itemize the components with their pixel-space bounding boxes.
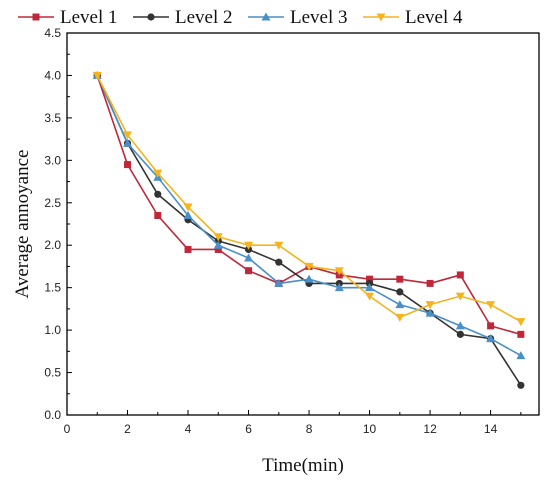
data-point-level-3 [123,138,133,147]
legend-marker-level-1 [32,13,40,21]
data-point-level-4 [153,169,163,178]
data-point-level-4 [365,292,375,301]
legend-label-level-4: Level 4 [405,7,463,28]
y-tick-label: 1.5 [44,281,61,295]
y-tick-label: 3.0 [44,153,61,167]
y-tick-label: 4.0 [44,68,61,82]
y-tick-label: 4.5 [44,26,61,40]
data-point-level-3 [455,321,465,330]
data-point-level-1 [184,245,192,253]
data-point-level-4 [425,301,435,310]
data-point-level-2 [396,288,404,296]
legend-marker-level-4 [376,13,386,22]
y-tick-label: 3.5 [44,111,61,125]
data-point-level-1 [214,245,222,253]
data-point-level-4 [395,313,405,322]
y-tick-label: 2.5 [44,196,61,210]
x-tick-label: 12 [423,422,437,436]
data-point-level-3 [274,278,284,287]
data-point-level-3 [304,274,314,283]
data-point-level-3 [425,308,435,317]
series-level-4 [92,71,526,327]
data-point-level-1 [396,275,404,283]
data-point-level-1 [245,267,253,275]
legend: Level 1 Level 2 Level 3 Level 4 [18,7,463,28]
data-point-level-3 [395,300,405,309]
plot-frame [66,32,540,416]
y-axis-title: Average annoyance [12,150,33,299]
legend-item-level-1: Level 1 [18,7,118,28]
data-point-level-3 [213,240,223,249]
data-point-level-3 [244,253,254,262]
data-point-level-3 [486,334,496,343]
data-point-level-4 [123,131,133,140]
x-axis-title: Time(min) [262,455,344,476]
data-point-level-4 [244,241,254,250]
y-tick-label: 0.0 [44,408,61,422]
data-point-level-4 [455,292,465,301]
data-point-level-2 [154,190,162,198]
data-point-level-3 [183,211,193,220]
series-level-2 [93,71,525,389]
data-point-level-4 [183,203,193,212]
data-point-level-4 [334,267,344,276]
data-point-level-1 [366,275,374,283]
data-point-level-4 [274,241,284,250]
legend-item-level-3: Level 3 [248,7,348,28]
data-point-level-1 [154,212,162,220]
y-tick-label: 1.0 [44,323,61,337]
y-tick-label: 2.0 [44,238,61,252]
x-tick-label: 0 [64,422,71,436]
legend-label-level-1: Level 1 [60,7,118,28]
data-point-level-3 [365,283,375,292]
data-point-level-1 [124,161,132,169]
legend-label-level-2: Level 2 [175,7,233,28]
x-tick-label: 2 [124,422,131,436]
x-tick-label: 4 [185,422,192,436]
legend-item-level-2: Level 2 [133,7,233,28]
legend-marker-level-2 [147,13,155,21]
data-point-level-4 [92,71,102,80]
legend-item-level-4: Level 4 [363,7,463,28]
series-layer [92,70,526,389]
x-tick-label: 14 [484,422,498,436]
data-point-level-4 [486,301,496,310]
data-point-level-1 [456,271,464,279]
data-point-level-1 [426,279,434,287]
data-point-level-4 [213,233,223,242]
data-point-level-1 [517,330,525,338]
series-line-level-1 [96,75,522,336]
data-point-level-3 [334,283,344,292]
legend-label-level-3: Level 3 [290,7,348,28]
axis-ticks: 0 2 4 6 8 10 12 14 0.0 0.5 1.0 1.5 2.0 2.5 3.0 3.5 4.0 4.… [44,26,522,436]
x-tick-label: 8 [306,422,313,436]
legend-marker-level-3 [261,12,271,21]
x-tick-label: 10 [363,422,377,436]
data-point-level-2 [275,258,283,266]
y-tick-label: 0.5 [44,366,61,380]
series-line-level-2 [96,75,522,386]
data-point-level-2 [517,381,525,389]
x-tick-label: 6 [245,422,252,436]
data-point-level-1 [487,322,495,330]
data-point-level-2 [456,330,464,338]
data-point-level-3 [516,351,526,360]
data-point-level-4 [516,318,526,327]
data-point-level-4 [304,262,314,271]
